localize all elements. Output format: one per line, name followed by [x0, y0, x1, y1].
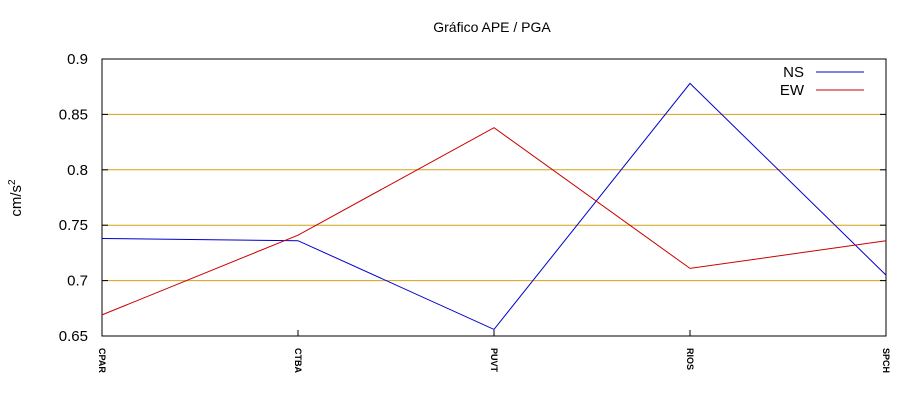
y-tick-label: 0.85 [59, 106, 88, 123]
y-tick-label: 0.75 [59, 217, 88, 234]
series-line-ew [101, 127, 887, 316]
series-line-ns [101, 82, 887, 331]
x-category-label: RIOS [685, 348, 695, 370]
x-category-label: SPCH [881, 348, 891, 373]
plot-frame [101, 58, 887, 337]
legend-label-ew: EW [780, 82, 805, 99]
y-tick-label: 0.8 [67, 162, 88, 179]
y-tick-label: 0.65 [59, 328, 88, 345]
y-tick-label: 0.9 [67, 51, 88, 68]
chart-title: Gráfico APE / PGA [433, 19, 551, 35]
legend-label-ns: NS [783, 64, 804, 81]
y-axis-label-exponent: 2 [7, 179, 18, 185]
y-axis-label: cm/s2 [7, 179, 25, 217]
y-axis-label-base: cm/s [8, 185, 25, 217]
x-category-label: CPAR [97, 348, 107, 373]
x-category-label: CTBA [293, 348, 303, 373]
x-category-label: PUVT [489, 348, 499, 373]
y-tick-label: 0.7 [67, 273, 88, 290]
